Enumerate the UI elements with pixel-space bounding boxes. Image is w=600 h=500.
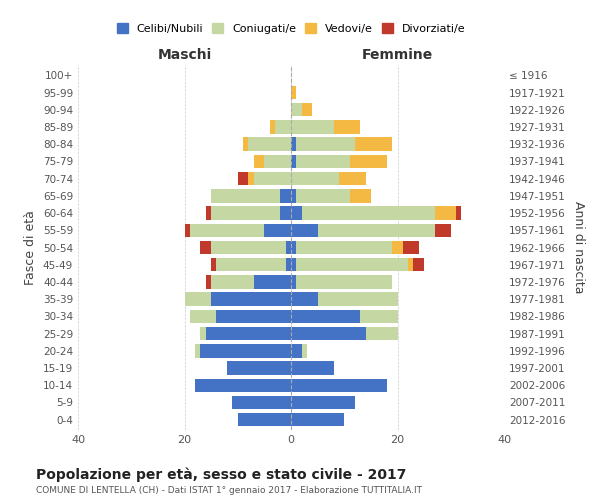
Bar (355, 138, 392, 151)
Bar (291, 224, 317, 237)
Bar (291, 241, 296, 254)
Bar (275, 120, 291, 134)
Bar (291, 103, 302, 117)
Bar (232, 396, 291, 409)
Bar (296, 258, 408, 272)
Bar (350, 154, 387, 168)
Text: Maschi: Maschi (157, 48, 212, 62)
Bar (248, 172, 254, 186)
Bar (291, 120, 334, 134)
Text: Popolazione per età, sesso e stato civile - 2017: Popolazione per età, sesso e stato civil… (36, 468, 406, 482)
Y-axis label: Fasce di età: Fasce di età (25, 210, 37, 285)
Bar (302, 103, 312, 117)
Bar (206, 206, 211, 220)
Bar (254, 154, 265, 168)
Bar (296, 154, 350, 168)
Bar (211, 275, 254, 288)
Bar (280, 206, 291, 220)
Bar (291, 275, 296, 288)
Bar (206, 275, 211, 288)
Bar (317, 292, 398, 306)
Bar (291, 362, 334, 374)
Bar (291, 172, 339, 186)
Bar (291, 258, 296, 272)
Bar (286, 258, 291, 272)
Bar (435, 224, 451, 237)
Legend: Celibi/Nubili, Coniugati/e, Vedovi/e, Divorziati/e: Celibi/Nubili, Coniugati/e, Vedovi/e, Di… (113, 20, 469, 37)
Bar (270, 120, 275, 134)
Bar (339, 172, 365, 186)
Bar (291, 310, 360, 323)
Bar (435, 206, 456, 220)
Text: COMUNE DI LENTELLA (CH) - Dati ISTAT 1° gennaio 2017 - Elaborazione TUTTITALIA.I: COMUNE DI LENTELLA (CH) - Dati ISTAT 1° … (36, 486, 422, 495)
Bar (350, 189, 371, 202)
Bar (211, 292, 291, 306)
Bar (254, 275, 291, 288)
Bar (291, 378, 387, 392)
Bar (392, 241, 403, 254)
Bar (365, 327, 398, 340)
Bar (296, 138, 355, 151)
Bar (211, 258, 217, 272)
Bar (296, 275, 392, 288)
Bar (200, 327, 206, 340)
Bar (254, 172, 291, 186)
Bar (238, 413, 291, 426)
Bar (227, 362, 291, 374)
Bar (317, 224, 435, 237)
Bar (185, 292, 211, 306)
Bar (291, 154, 296, 168)
Bar (248, 138, 291, 151)
Bar (291, 206, 302, 220)
Bar (291, 86, 296, 100)
Bar (291, 292, 317, 306)
Bar (302, 344, 307, 358)
Bar (217, 258, 286, 272)
Bar (211, 241, 286, 254)
Bar (413, 258, 424, 272)
Bar (211, 189, 280, 202)
Bar (265, 154, 291, 168)
Bar (403, 241, 419, 254)
Bar (291, 327, 365, 340)
Bar (291, 138, 296, 151)
Bar (291, 189, 296, 202)
Bar (291, 413, 344, 426)
Bar (334, 120, 360, 134)
Bar (265, 224, 291, 237)
Bar (360, 310, 398, 323)
Bar (286, 241, 291, 254)
Bar (456, 206, 461, 220)
Bar (291, 396, 355, 409)
Bar (291, 344, 302, 358)
Bar (243, 138, 248, 151)
Bar (211, 206, 280, 220)
Bar (190, 310, 217, 323)
Bar (200, 241, 211, 254)
Bar (200, 344, 291, 358)
Bar (217, 310, 291, 323)
Bar (302, 206, 435, 220)
Text: Femmine: Femmine (362, 48, 433, 62)
Bar (190, 224, 265, 237)
Bar (296, 189, 350, 202)
Bar (238, 172, 248, 186)
Bar (280, 189, 291, 202)
Y-axis label: Anni di nascita: Anni di nascita (572, 201, 585, 294)
Bar (185, 224, 190, 237)
Bar (195, 344, 200, 358)
Bar (296, 241, 392, 254)
Bar (408, 258, 413, 272)
Bar (195, 378, 291, 392)
Bar (206, 327, 291, 340)
